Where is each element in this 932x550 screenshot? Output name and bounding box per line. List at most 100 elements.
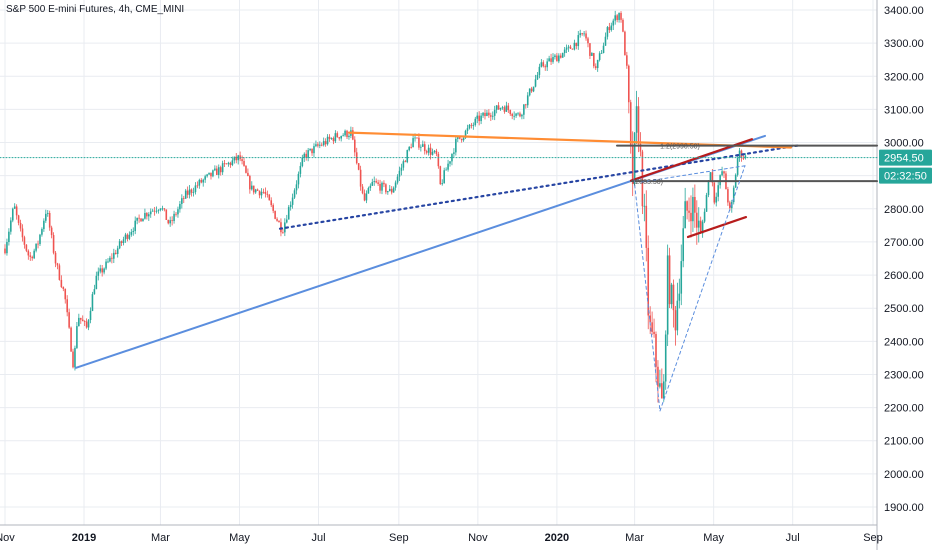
candle-body bbox=[394, 182, 397, 188]
candle-body bbox=[381, 182, 383, 191]
candle-body bbox=[657, 366, 659, 387]
candle-body bbox=[558, 55, 560, 62]
candle-body bbox=[204, 176, 206, 180]
candle-body bbox=[554, 55, 556, 58]
candle-body bbox=[612, 20, 615, 26]
candle-body bbox=[528, 88, 531, 96]
candle-body bbox=[631, 145, 634, 184]
candle-body bbox=[105, 261, 107, 269]
candle-body bbox=[136, 217, 138, 221]
candle-body bbox=[216, 168, 218, 175]
candle-body bbox=[587, 38, 589, 44]
candle-body bbox=[491, 115, 494, 117]
candle-body bbox=[116, 248, 119, 254]
candle-body bbox=[93, 289, 96, 295]
candle-body bbox=[697, 220, 700, 228]
candle-body bbox=[95, 275, 98, 290]
candle-body bbox=[546, 61, 548, 68]
candle-body bbox=[177, 209, 179, 215]
candle-body bbox=[13, 206, 16, 209]
candle-body bbox=[357, 163, 360, 170]
candle-body bbox=[200, 179, 203, 183]
candle-body bbox=[4, 248, 6, 254]
candle-body bbox=[332, 138, 335, 142]
price-badges: 2954.50 02:32:50 bbox=[879, 149, 932, 184]
candle-body bbox=[532, 86, 535, 92]
candle-body bbox=[505, 105, 508, 112]
candle-body bbox=[715, 196, 718, 203]
candle-body bbox=[618, 12, 620, 20]
candle-body bbox=[17, 215, 20, 223]
time-axis[interactable]: Nov 2019 Mar May Jul Sep Nov 2020 Mar May Jul Sep bbox=[0, 532, 883, 544]
candle-body bbox=[46, 213, 49, 214]
candle-body bbox=[474, 118, 477, 125]
candle-body bbox=[711, 172, 714, 183]
candle-body bbox=[305, 153, 308, 158]
candle-body bbox=[111, 257, 113, 259]
candle-body bbox=[179, 203, 181, 210]
candle-body bbox=[322, 141, 325, 146]
candle-body bbox=[579, 33, 582, 36]
candle-body bbox=[217, 167, 220, 175]
candle-body bbox=[340, 136, 342, 139]
candle-body bbox=[124, 234, 127, 240]
candle-body bbox=[330, 138, 333, 139]
candle-body bbox=[729, 202, 731, 209]
candle-body bbox=[624, 31, 626, 56]
last-price-badge: 2954.50 bbox=[884, 153, 924, 165]
candle-body bbox=[359, 169, 362, 187]
candle-body bbox=[272, 205, 274, 211]
trendline-drawings[interactable]: 1.2(2990.50) (2883.50) bbox=[0, 131, 878, 412]
candle-body bbox=[336, 133, 339, 138]
candle-body bbox=[515, 113, 517, 116]
candle-body bbox=[175, 213, 177, 215]
price-tick-label: 2400.00 bbox=[884, 336, 924, 348]
candle-body bbox=[181, 198, 183, 204]
candle-body bbox=[128, 234, 131, 239]
price-tick-label: 2500.00 bbox=[884, 303, 924, 315]
candle-body bbox=[509, 110, 512, 115]
candle-body bbox=[66, 299, 68, 313]
candle-body bbox=[713, 182, 716, 203]
candle-body bbox=[647, 247, 650, 316]
candle-body bbox=[511, 114, 513, 117]
candle-body bbox=[717, 185, 719, 197]
time-tick-label: 2019 bbox=[72, 532, 96, 544]
candle-body bbox=[732, 187, 735, 203]
candle-body bbox=[468, 124, 471, 129]
candle-body bbox=[495, 105, 498, 110]
candle-body bbox=[295, 184, 298, 191]
candle-body bbox=[43, 220, 45, 230]
candle-body bbox=[10, 220, 12, 232]
candle-body bbox=[72, 351, 74, 368]
candle-body bbox=[525, 104, 527, 106]
candle-body bbox=[447, 163, 449, 170]
candle-body bbox=[427, 147, 430, 153]
candle-body bbox=[369, 185, 372, 189]
candle-body bbox=[243, 161, 245, 166]
candle-body bbox=[342, 135, 344, 137]
time-tick-label: Nov bbox=[468, 532, 488, 544]
price-axis[interactable]: 3400.003300.003200.003100.003000.002900.… bbox=[884, 5, 924, 514]
candle-body bbox=[287, 207, 290, 220]
candle-body bbox=[31, 256, 34, 259]
candle-body bbox=[727, 189, 729, 203]
candle-body bbox=[433, 150, 436, 152]
candle-body bbox=[23, 237, 26, 245]
candle-body bbox=[464, 130, 467, 138]
candle-body bbox=[78, 317, 80, 327]
candle-body bbox=[142, 218, 144, 222]
candle-body bbox=[99, 268, 102, 272]
candle-body bbox=[577, 35, 580, 47]
candle-body bbox=[699, 220, 702, 234]
candle-body bbox=[52, 235, 55, 253]
candle-body bbox=[48, 213, 51, 228]
candle-body bbox=[526, 95, 529, 106]
candle-body bbox=[458, 137, 461, 139]
candle-body bbox=[567, 46, 570, 48]
lower-channel-red bbox=[686, 215, 748, 239]
candle-body bbox=[262, 191, 265, 193]
candle-body bbox=[488, 112, 490, 116]
candle-body bbox=[540, 62, 543, 67]
